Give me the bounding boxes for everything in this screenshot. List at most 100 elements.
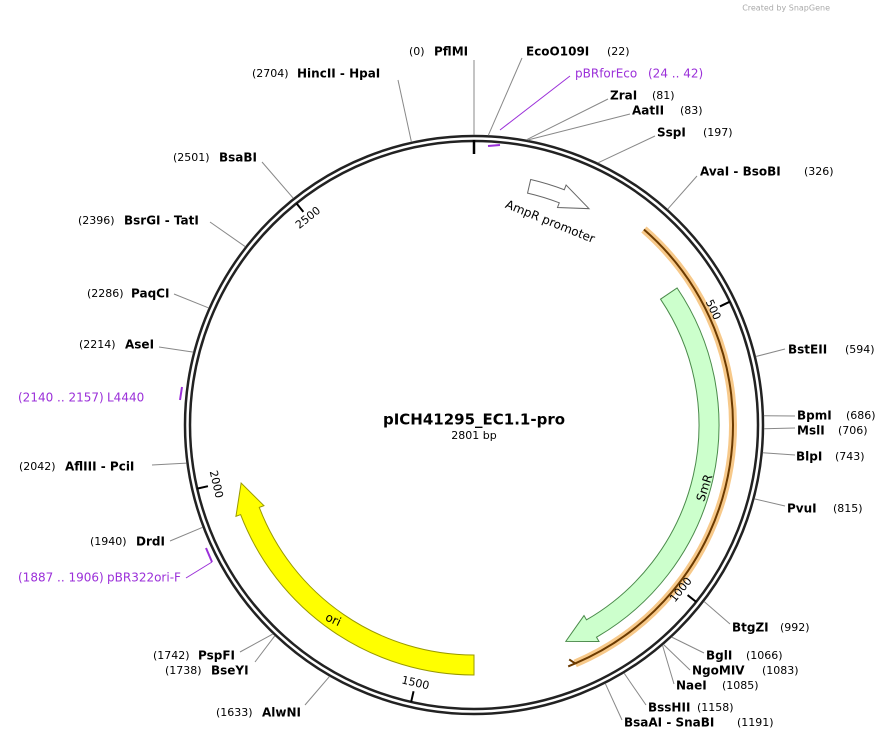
primer-leader (499, 75, 571, 131)
site-position: (1085) (722, 679, 759, 692)
site-name: SspI (657, 126, 686, 140)
site-position: (1066) (746, 649, 783, 662)
site-position: (1633) (216, 706, 253, 719)
site-position: (1738) (165, 664, 202, 677)
site-name: BtgZI (732, 621, 769, 635)
site-position: (22) (607, 45, 630, 58)
site-position: (1083) (762, 664, 799, 677)
tick-mark (719, 300, 731, 308)
feature-arrow (564, 287, 720, 643)
primer-leader (185, 561, 213, 579)
site-position: (594) (845, 343, 875, 356)
site-leader (597, 135, 656, 164)
site-position: (83) (680, 104, 703, 117)
site-position: (1158) (697, 701, 734, 714)
site-position: (2042) (19, 460, 56, 473)
primer-name: L4440 (107, 391, 144, 405)
site-position: (815) (833, 502, 863, 515)
site-leader (754, 498, 786, 507)
site-name: DrdI (136, 535, 165, 549)
site-leader (755, 348, 786, 358)
site-leader (663, 644, 691, 671)
site-name: HincII - HpaI (297, 67, 380, 81)
primer-name: pBR322ori-F (107, 571, 181, 585)
site-leader (762, 452, 796, 456)
site-name: ZraI (610, 89, 637, 103)
site-position: (743) (835, 450, 865, 463)
feature-label: ori (323, 610, 343, 629)
site-name: BsaAI - SnaBI (624, 716, 714, 730)
tick-mark (410, 691, 415, 703)
site-leader (158, 346, 194, 353)
site-leader (527, 113, 631, 141)
feature-band-line (574, 228, 734, 665)
site-position: (1742) (153, 649, 190, 662)
site-name: BstEII (788, 343, 827, 357)
feature-arrow (235, 482, 475, 676)
site-name: PvuI (787, 502, 817, 516)
site-name: MslI (797, 424, 825, 438)
site-name: AseI (125, 338, 154, 352)
site-name: PaqCI (131, 287, 169, 301)
primer-range: (1887 .. 1906) (18, 571, 104, 585)
site-name: BsaBI (219, 151, 257, 165)
primer-range: (24 .. 42) (648, 67, 703, 81)
site-name: BpmI (797, 409, 832, 423)
site-name: PflMI (434, 45, 468, 59)
primer-marker (179, 386, 183, 401)
tick-mark (686, 594, 697, 603)
tick-label: 2000 (207, 469, 226, 499)
site-leader (239, 633, 274, 653)
backbone-outer (183, 134, 765, 716)
site-position: (706) (838, 424, 868, 437)
site-leader (763, 427, 796, 430)
site-position: (197) (703, 126, 733, 139)
site-name: BseYI (211, 664, 249, 678)
site-name: BsrGI - TatI (124, 214, 199, 228)
site-position: (326) (804, 165, 834, 178)
site-leader (662, 645, 675, 685)
site-name: AatII (632, 104, 664, 118)
site-name: AvaI - BsoBI (700, 165, 781, 179)
site-name: AflIII - PciI (65, 460, 134, 474)
site-leader (254, 635, 276, 663)
site-name: EcoO109I (526, 45, 589, 59)
site-name: NaeI (676, 679, 707, 693)
watermark: Created by SnapGene (742, 4, 830, 13)
feature-band-head (567, 658, 578, 668)
site-name: BssHII (648, 701, 690, 715)
site-leader (667, 175, 698, 210)
site-position: (686) (846, 409, 876, 422)
map-title: pICH41295_EC1.1-pro (383, 411, 565, 429)
site-position: (1940) (90, 535, 127, 548)
site-leader (703, 601, 731, 625)
map-length: 2801 bp (451, 429, 496, 442)
site-name: BlpI (796, 450, 822, 464)
site-name: AlwNI (262, 706, 301, 720)
site-leader (623, 672, 647, 706)
site-leader (487, 57, 523, 136)
site-position: (2396) (78, 214, 115, 227)
site-leader (304, 676, 330, 706)
primer-range: (2140 .. 2157) (18, 391, 104, 405)
site-position: (992) (780, 621, 810, 634)
feature-arrow (526, 178, 591, 210)
site-position: (2286) (87, 287, 124, 300)
site-leader (261, 161, 294, 199)
primer-marker (205, 547, 213, 563)
site-name: PspFI (198, 649, 235, 663)
site-position: (0) (409, 45, 425, 58)
site-position: (2501) (173, 151, 210, 164)
site-leader (671, 636, 705, 654)
site-name: NgoMIV (692, 664, 745, 678)
tick-mark (196, 485, 209, 490)
site-position: (2704) (252, 67, 289, 80)
site-leader (169, 526, 203, 542)
site-name: BglI (706, 649, 732, 663)
site-position: (2214) (79, 338, 116, 351)
site-leader (397, 79, 412, 142)
site-leader (209, 221, 246, 248)
primer-name: pBRforEco (575, 67, 637, 81)
site-position: (81) (652, 89, 675, 102)
